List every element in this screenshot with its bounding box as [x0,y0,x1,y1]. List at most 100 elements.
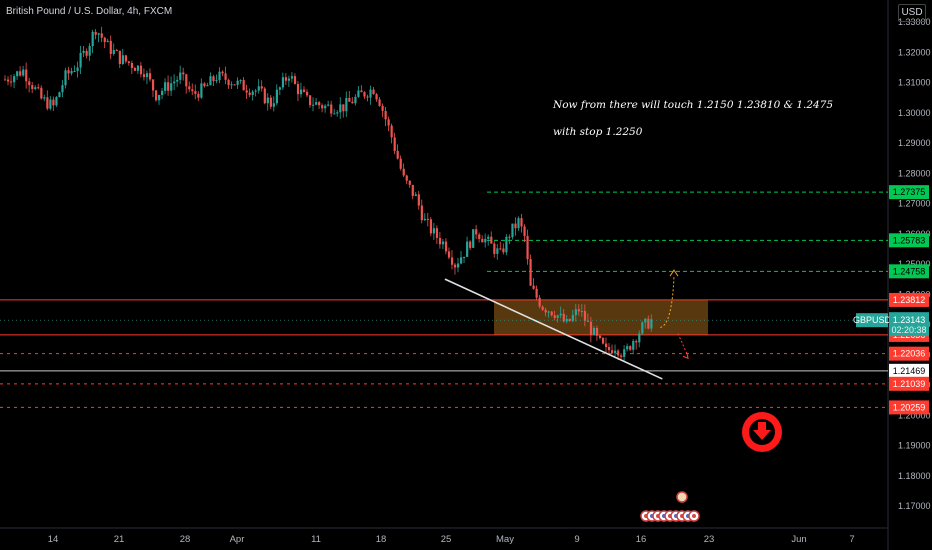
candle [248,88,251,98]
candle [363,91,366,100]
candle-body [73,70,76,72]
candle-body [384,110,387,120]
candle-body [248,92,251,95]
candle [37,83,40,90]
candle [547,310,550,318]
candle [209,72,212,86]
candle-body [330,104,333,114]
candle [469,240,472,251]
candle-body [34,87,37,90]
candle [212,74,215,86]
candle-body [580,310,584,312]
candle [574,303,577,322]
candle [586,313,590,322]
candle-body [517,218,520,229]
y-tick-label: 1.19000 [898,441,931,451]
candle [345,91,348,117]
candle-body [396,150,399,159]
candle-body [589,321,593,336]
x-tick-label: 16 [636,534,647,545]
candle [487,234,490,246]
candle-body [381,105,384,111]
candle [127,60,131,66]
candle [188,81,191,93]
candle-body [55,97,58,106]
candle [218,67,221,84]
candle-body [629,346,632,350]
candle-body [502,248,505,253]
candle-body [514,223,517,229]
candle-body [82,50,85,53]
candle-body [299,89,303,95]
candle-body [188,86,191,90]
candle [450,250,454,270]
y-tick-label: 1.17000 [898,501,931,511]
candle-body [484,238,487,243]
candle-body [318,102,321,106]
candle-body [644,318,647,323]
candle-body [632,341,635,350]
candle-body [472,229,475,248]
candle-body [142,74,146,78]
candle [70,67,73,76]
candle [396,144,399,160]
candle-body [635,341,638,343]
candle-body [269,97,272,107]
candle-body [550,311,553,316]
candle-body [626,346,629,350]
candle [457,258,460,273]
candle-body [4,79,7,81]
candle [67,66,70,80]
candle [447,247,451,260]
candle-body [209,76,212,86]
candle [281,72,285,90]
candle [176,76,179,87]
candle-body [457,263,460,268]
candle-body [511,223,514,238]
candle-body [124,55,127,62]
candle [330,100,333,117]
candle [336,109,339,117]
candle-body [194,91,197,94]
candle [620,353,623,361]
candle-body [547,311,550,313]
candle [203,82,206,88]
candle-body [402,168,405,176]
x-tick-label: 21 [114,534,125,545]
candle [170,76,173,96]
countdown-text: 02:20:38 [891,325,926,335]
candle-body [608,347,611,351]
candle-body [176,79,179,82]
candle [121,48,124,66]
candle [58,91,61,98]
candle-body [25,69,28,82]
candle [266,93,269,111]
candle [614,344,617,359]
candle-body [206,85,209,87]
candle [233,84,236,86]
y-tick-label: 1.29000 [898,138,931,148]
candle-body [333,113,336,115]
currency-label[interactable]: USD [898,4,926,22]
candle-body [7,79,10,82]
candle [88,43,91,61]
candle [595,325,599,341]
candle-body [127,61,131,63]
candle [502,243,505,255]
x-tick-label: 23 [704,534,715,545]
candle-body [22,69,25,76]
candle [118,50,121,69]
candle [366,94,369,102]
trendline [444,278,663,380]
candle [632,338,635,355]
candle [52,96,55,112]
candle-body [499,248,502,250]
candle [327,100,330,107]
candle-body [420,205,423,221]
annotation-line-2: with stop 1.2250 [553,126,643,138]
candle [453,262,457,275]
candle-body [553,315,556,318]
candle-body [88,46,91,56]
candle-body [115,50,118,52]
